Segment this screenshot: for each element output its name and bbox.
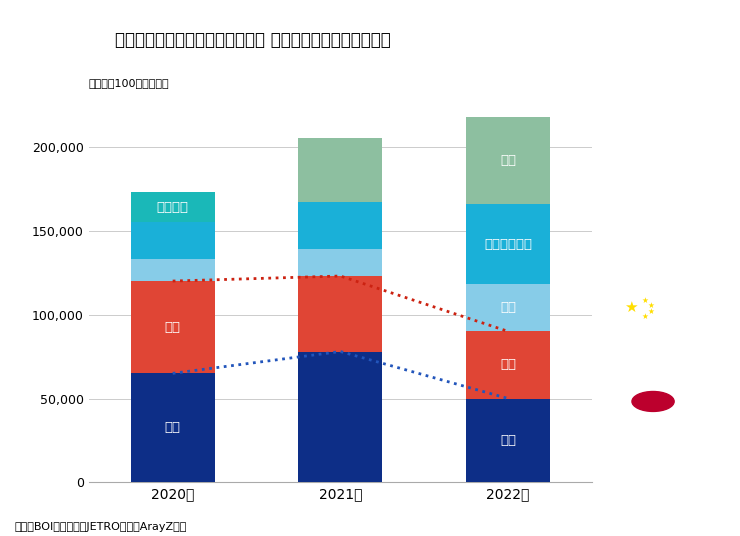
Circle shape [632, 391, 674, 412]
Bar [131, 259, 215, 281]
Bar [466, 398, 550, 482]
Bar [298, 352, 383, 482]
Bar [131, 374, 215, 482]
Text: 中国: 中国 [165, 321, 181, 334]
Text: シンガポール: シンガポール [484, 237, 532, 251]
Text: ★: ★ [642, 296, 648, 305]
Bar [466, 285, 550, 331]
Text: 台湾: 台湾 [500, 301, 516, 315]
Text: （単位Ｚ100万バーツ）: （単位Ｚ100万バーツ） [89, 78, 169, 88]
Text: 外国資本によるタイへの直接投資 上位５ヵ国（認可ベース）: 外国資本によるタイへの直接投資 上位５ヵ国（認可ベース） [115, 31, 391, 49]
Bar [298, 249, 383, 276]
Text: 出所ＺBOI資料を元にJETRO作成、ArayZ再編: 出所ＺBOI資料を元にJETRO作成、ArayZ再編 [15, 522, 187, 532]
Text: 日本: 日本 [500, 434, 516, 447]
Text: ★: ★ [642, 312, 648, 321]
Text: 日本: 日本 [165, 421, 181, 434]
Text: ★: ★ [648, 307, 654, 316]
Text: ★: ★ [648, 301, 654, 310]
Text: 図表１: 図表１ [42, 31, 73, 49]
Bar [298, 138, 383, 202]
Bar [298, 202, 383, 249]
Text: 中国: 中国 [500, 359, 516, 371]
Bar [131, 281, 215, 374]
Text: 米国: 米国 [500, 154, 516, 167]
Bar [131, 192, 215, 222]
Bar [466, 331, 550, 398]
Bar [298, 276, 383, 352]
Bar [131, 222, 215, 259]
Text: ★: ★ [624, 300, 638, 315]
Bar [466, 204, 550, 285]
Bar [466, 117, 550, 204]
Text: オランダ: オランダ [157, 200, 189, 214]
